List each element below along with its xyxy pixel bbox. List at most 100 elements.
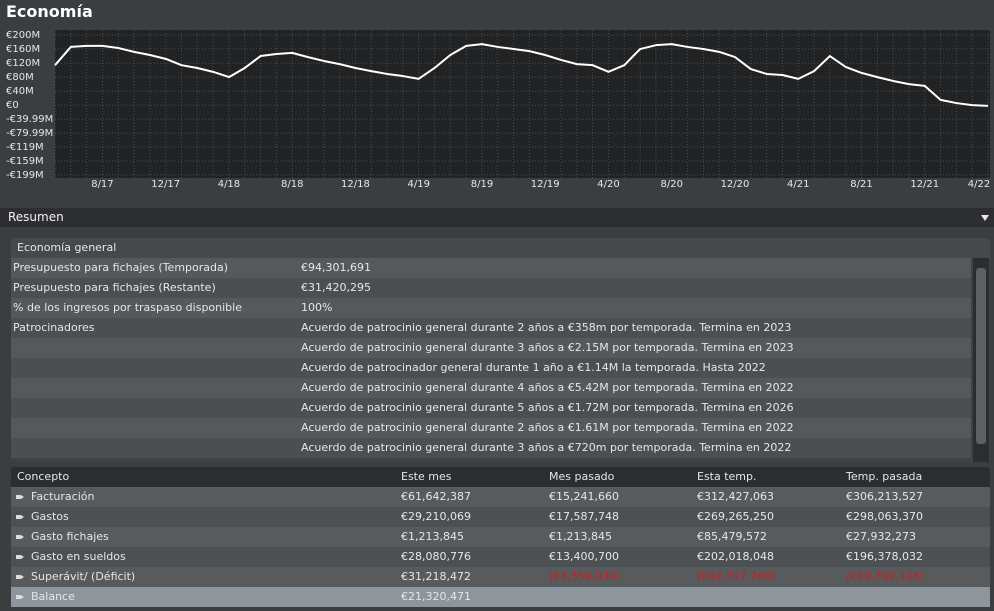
finance-row[interactable]: Balance €21,320,471: [11, 587, 990, 607]
row-label: Gasto en sueldos: [31, 550, 126, 563]
info-value: Acuerdo de patrocinio general durante 2 …: [301, 321, 792, 334]
info-label: Patrocinadores: [13, 321, 95, 334]
row-value: €31,218,472: [401, 570, 471, 583]
y-tick-label: €40M: [6, 86, 34, 97]
row-value: €61,642,387: [401, 490, 471, 503]
row-value: €17,587,748: [549, 510, 619, 523]
info-row: Acuerdo de patrocinio general durante 2 …: [11, 418, 971, 438]
x-tick-label: 12/18: [341, 179, 370, 190]
info-label: Presupuesto para fichajes (Temporada): [13, 261, 229, 274]
icon-shape: [16, 575, 24, 579]
finance-row[interactable]: Gasto fichajes €1,213,845 €1,213,845 €85,47…: [11, 527, 990, 547]
y-tick-label: -€119M: [6, 142, 44, 153]
icon-shape: [16, 515, 24, 519]
row-label: Gastos: [31, 510, 69, 523]
info-label: Presupuesto para fichajes (Restante): [13, 281, 216, 294]
table-header: Concepto Este mes Mes pasado Esta temp. Temp…: [11, 467, 990, 487]
panel-title: Economía general: [17, 241, 117, 254]
icon-shape: [16, 535, 24, 539]
row-label: Balance: [31, 590, 75, 603]
info-row: Acuerdo de patrocinador general durante …: [11, 358, 971, 378]
row-value: €1,213,845: [549, 530, 612, 543]
expand-icon[interactable]: [16, 553, 25, 561]
finance-row[interactable]: Gasto en sueldos €28,080,776 €13,400,700 €2…: [11, 547, 990, 567]
section-bar[interactable]: Resumen: [0, 208, 994, 227]
row-value: €312,427,063: [697, 490, 774, 503]
general-panel: Economía general Presupuesto para fichaj…: [11, 238, 990, 462]
chart: €200M €160M €120M €80M €40M €0 -€39.99M -€79.99…: [6, 30, 990, 190]
line-series: [54, 43, 989, 107]
info-value: 100%: [301, 301, 333, 314]
row-value: €269,265,250: [697, 510, 774, 523]
info-value: €94,301,691: [301, 261, 371, 274]
expand-icon[interactable]: [16, 593, 25, 601]
finance-row[interactable]: Superávit/ (Déficit) €31,218,472 (€3,559,9…: [11, 567, 990, 587]
column-header: Mes pasado: [549, 470, 615, 483]
row-value: €1,213,845: [401, 530, 464, 543]
collapse-arrow[interactable]: [980, 214, 990, 222]
x-tick-label: 12/21: [910, 179, 939, 190]
y-tick-label: -€199M: [6, 170, 44, 181]
finance-row[interactable]: Gastos €29,210,069 €17,587,748 €269,265,250…: [11, 507, 990, 527]
info-row: Acuerdo de patrocinio general durante 3 …: [11, 438, 971, 458]
info-row: Acuerdo de patrocinio general durante 5 …: [11, 398, 971, 418]
x-tick-label: 12/17: [151, 179, 180, 190]
info-row: Presupuesto para fichajes (Restante) €31,…: [11, 278, 971, 298]
expand-icon[interactable]: [16, 573, 25, 581]
info-value: Acuerdo de patrocinio general durante 3 …: [301, 441, 792, 454]
icon-shape: [16, 595, 24, 599]
row-value: €28,080,776: [401, 550, 471, 563]
info-value: Acuerdo de patrocinio general durante 4 …: [301, 381, 794, 394]
scrollbar[interactable]: [973, 258, 989, 462]
expand-icon[interactable]: [16, 493, 25, 501]
plot-area: [55, 30, 990, 178]
column-header: Este mes: [401, 470, 452, 483]
y-tick-label: €80M: [6, 72, 34, 83]
row-value: €196,378,032: [846, 550, 923, 563]
row-value: €21,320,471: [401, 590, 471, 603]
row-value: €85,479,572: [697, 530, 767, 543]
info-value: Acuerdo de patrocinio general durante 5 …: [301, 401, 794, 414]
info-value: €31,420,295: [301, 281, 371, 294]
finance-table: Concepto Este mes Mes pasado Esta temp. Temp…: [11, 467, 990, 607]
info-row: Presupuesto para fichajes (Temporada) €94…: [11, 258, 971, 278]
finance-row[interactable]: Facturación €61,642,387 €15,241,660 €312,42…: [11, 487, 990, 507]
info-row: Acuerdo de patrocinio general durante 4 …: [11, 378, 971, 398]
info-value: Acuerdo de patrocinio general durante 2 …: [301, 421, 794, 434]
info-row: Patrocinadores Acuerdo de patrocinio gene…: [11, 318, 971, 338]
row-value: €27,932,273: [846, 530, 916, 543]
info-label: % de los ingresos por traspaso disponibl…: [13, 301, 242, 314]
x-tick-label: 8/17: [91, 179, 113, 190]
info-row: % de los ingresos por traspaso disponibl…: [11, 298, 971, 318]
y-tick-label: €0: [6, 100, 19, 111]
x-tick-label: 4/19: [407, 179, 429, 190]
row-value: €29,210,069: [401, 510, 471, 523]
row-value: €15,241,660: [549, 490, 619, 503]
row-value: €13,400,700: [549, 550, 619, 563]
y-tick-label: €160M: [6, 44, 40, 55]
icon-shape: [16, 495, 24, 499]
expand-icon[interactable]: [16, 513, 25, 521]
icon-shape: [16, 555, 24, 559]
scroll-thumb[interactable]: [976, 268, 986, 444]
x-tick-label: 8/18: [281, 179, 303, 190]
x-tick-label: 12/19: [531, 179, 560, 190]
x-tick-label: 8/21: [850, 179, 872, 190]
info-value: Acuerdo de patrocinador general durante …: [301, 361, 766, 374]
row-label: Gasto fichajes: [31, 530, 109, 543]
column-header: Concepto: [17, 470, 70, 483]
row-value: (€3,559,934): [549, 570, 621, 583]
page-title: Economía: [6, 2, 93, 21]
y-tick-label: -€159M: [6, 156, 44, 167]
section-title: Resumen: [8, 210, 64, 224]
x-tick-label: 8/20: [660, 179, 682, 190]
row-value: €298,063,370: [846, 510, 923, 523]
y-tick-label: €200M: [6, 30, 40, 41]
column-header: Esta temp.: [697, 470, 757, 483]
row-value: (€42,317,760): [697, 570, 776, 583]
row-value: (€19,782,116): [846, 570, 925, 583]
x-tick-label: 4/21: [787, 179, 809, 190]
expand-icon[interactable]: [16, 533, 25, 541]
y-tick-label: €120M: [6, 58, 40, 69]
panel-header: Economía general: [11, 238, 990, 258]
